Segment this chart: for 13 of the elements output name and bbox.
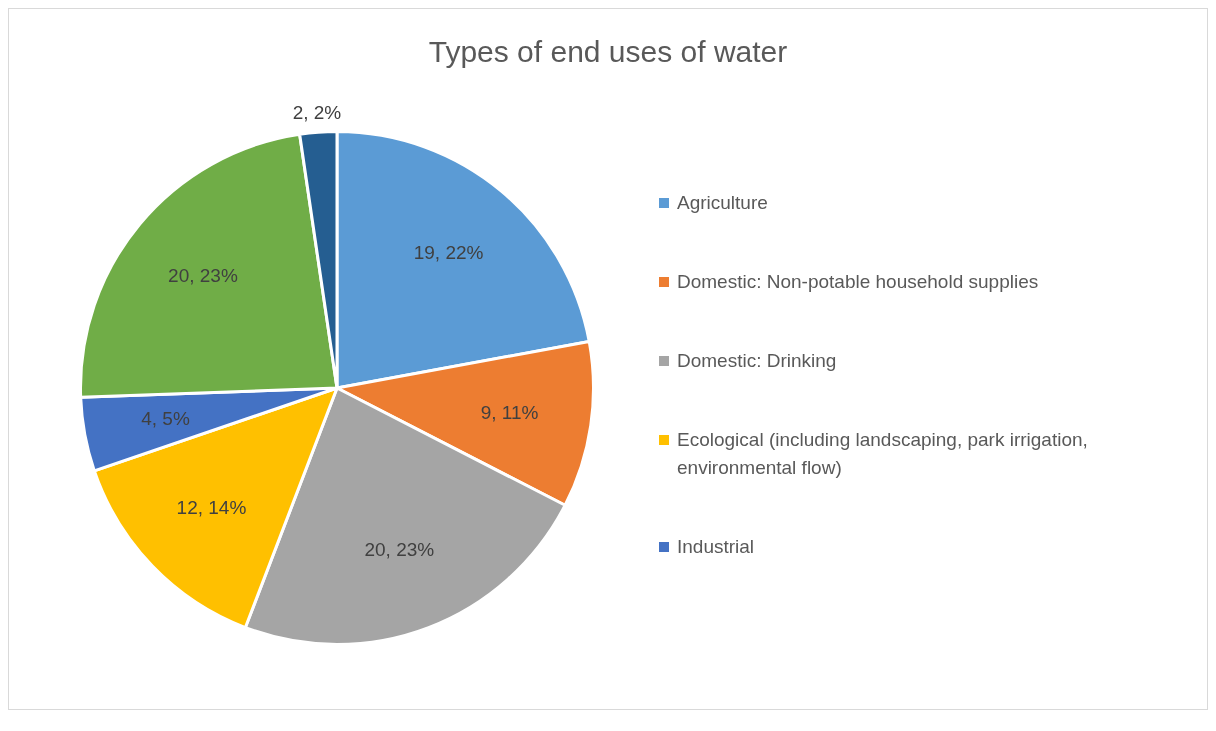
data-label: 9, 11% [480, 401, 539, 423]
data-label: 19, 22% [413, 242, 484, 264]
data-label: 2, 2% [292, 102, 342, 124]
legend-label: Industrial [677, 535, 755, 559]
legend-label: Agriculture [677, 191, 768, 215]
legend-label: Domestic: Non-potable household supplies [677, 270, 1039, 294]
data-label: 20, 23% [364, 539, 435, 561]
data-label: 4, 5% [141, 407, 190, 429]
chart-title: Types of end uses of water [427, 35, 789, 69]
data-label: 12, 14% [176, 497, 247, 519]
legend-label: Domestic: Drinking [677, 349, 837, 373]
legend-label: Ecological (including landscaping, park irrigation, environmental flow) [677, 428, 1089, 480]
data-label: 20, 23% [168, 264, 238, 286]
